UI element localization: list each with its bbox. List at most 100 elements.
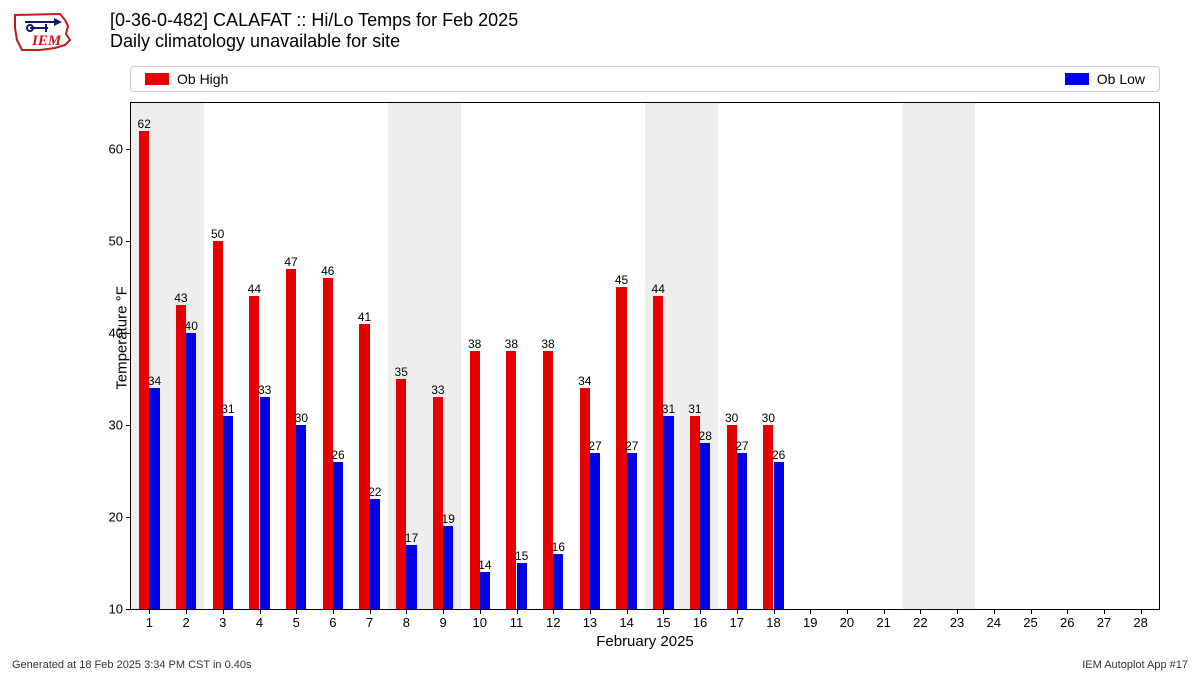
x-tick-mark — [847, 609, 848, 614]
legend-label-high: Ob High — [177, 71, 228, 87]
x-tick-mark — [296, 609, 297, 614]
bar-low — [517, 563, 527, 609]
footer-generated-text: Generated at 18 Feb 2025 3:34 PM CST in … — [12, 659, 252, 671]
x-tick-mark — [774, 609, 775, 614]
x-tick-mark — [443, 609, 444, 614]
bar-low — [590, 453, 600, 609]
x-tick-mark — [406, 609, 407, 614]
legend-swatch-high — [145, 73, 169, 85]
bar-high-value: 45 — [615, 273, 628, 287]
bar-high — [580, 388, 590, 609]
bar-high-value: 41 — [358, 310, 371, 324]
bar-low-value: 34 — [148, 374, 161, 388]
y-tick-mark — [126, 609, 131, 610]
bar-high — [690, 416, 700, 609]
x-tick-mark — [370, 609, 371, 614]
bar-low — [186, 333, 196, 609]
title-line2: Daily climatology unavailable for site — [110, 31, 518, 52]
x-tick-mark — [737, 609, 738, 614]
bar-low — [774, 462, 784, 609]
bar-high — [396, 379, 406, 609]
bar-high-value: 38 — [468, 337, 481, 351]
bar-high-value: 62 — [138, 117, 151, 131]
bar-low-value: 27 — [625, 439, 638, 453]
bar-high-value: 44 — [652, 282, 665, 296]
x-tick-mark — [333, 609, 334, 614]
bar-low-value: 27 — [588, 439, 601, 453]
plot-area: 1020304050601234567891011121314151617181… — [130, 102, 1160, 610]
legend-label-low: Ob Low — [1097, 71, 1145, 87]
bar-high-value: 31 — [688, 402, 701, 416]
bar-high — [506, 351, 516, 609]
bar-high-value: 34 — [578, 374, 591, 388]
bar-low-value: 27 — [735, 439, 748, 453]
x-tick-mark — [957, 609, 958, 614]
bar-low-value: 26 — [772, 448, 785, 462]
title-line1: [0-36-0-482] CALAFAT :: Hi/Lo Temps for … — [110, 10, 518, 31]
x-tick-mark — [480, 609, 481, 614]
bar-high — [433, 397, 443, 609]
footer-app-text: IEM Autoplot App #17 — [1082, 659, 1188, 671]
bar-low-value: 30 — [295, 411, 308, 425]
y-tick-mark — [126, 241, 131, 242]
legend-swatch-low — [1065, 73, 1089, 85]
y-tick-mark — [126, 149, 131, 150]
bar-high — [249, 296, 259, 609]
bar-high-value: 35 — [395, 365, 408, 379]
bar-high-value: 44 — [248, 282, 261, 296]
bar-high — [359, 324, 369, 609]
bar-low — [149, 388, 159, 609]
x-tick-mark — [920, 609, 921, 614]
bar-high — [323, 278, 333, 609]
y-tick-mark — [126, 333, 131, 334]
legend-item-low: Ob Low — [1065, 71, 1145, 87]
bar-low-value: 33 — [258, 383, 271, 397]
x-tick-mark — [590, 609, 591, 614]
bar-low — [663, 416, 673, 609]
x-tick-mark — [884, 609, 885, 614]
bar-high-value: 33 — [431, 383, 444, 397]
bar-low-value: 16 — [552, 540, 565, 554]
x-tick-mark — [1067, 609, 1068, 614]
x-tick-mark — [627, 609, 628, 614]
bar-high-value: 30 — [762, 411, 775, 425]
bar-low — [296, 425, 306, 609]
bar-low — [700, 443, 710, 609]
bar-low-value: 40 — [185, 319, 198, 333]
bar-low — [737, 453, 747, 609]
bar-low — [627, 453, 637, 609]
bar-high — [139, 131, 149, 609]
bar-low — [406, 545, 416, 609]
bar-high — [543, 351, 553, 609]
x-tick-mark — [260, 609, 261, 614]
bar-high-value: 38 — [541, 337, 554, 351]
bar-low-value: 31 — [662, 402, 675, 416]
iowa-outline-icon: IEM — [10, 10, 80, 55]
bar-low-value: 17 — [405, 531, 418, 545]
bar-low-value: 28 — [699, 429, 712, 443]
bar-high-value: 46 — [321, 264, 334, 278]
bar-high — [286, 269, 296, 609]
bar-high — [653, 296, 663, 609]
bar-low-value: 22 — [368, 485, 381, 499]
bar-high-value: 43 — [174, 291, 187, 305]
x-tick-mark — [994, 609, 995, 614]
bar-low — [480, 572, 490, 609]
x-tick-mark — [223, 609, 224, 614]
bar-high-value: 38 — [505, 337, 518, 351]
weekend-band — [902, 103, 939, 609]
x-tick-mark — [1141, 609, 1142, 614]
svg-text:IEM: IEM — [31, 33, 62, 49]
bar-high-value: 30 — [725, 411, 738, 425]
bar-low-value: 15 — [515, 549, 528, 563]
bar-low-value: 31 — [221, 402, 234, 416]
bar-high — [176, 305, 186, 609]
bar-high-value: 47 — [284, 255, 297, 269]
x-tick-mark — [186, 609, 187, 614]
y-tick-mark — [126, 517, 131, 518]
x-tick-mark — [553, 609, 554, 614]
bar-high — [213, 241, 223, 609]
y-tick-mark — [126, 425, 131, 426]
x-tick-mark — [149, 609, 150, 614]
bar-low — [260, 397, 270, 609]
